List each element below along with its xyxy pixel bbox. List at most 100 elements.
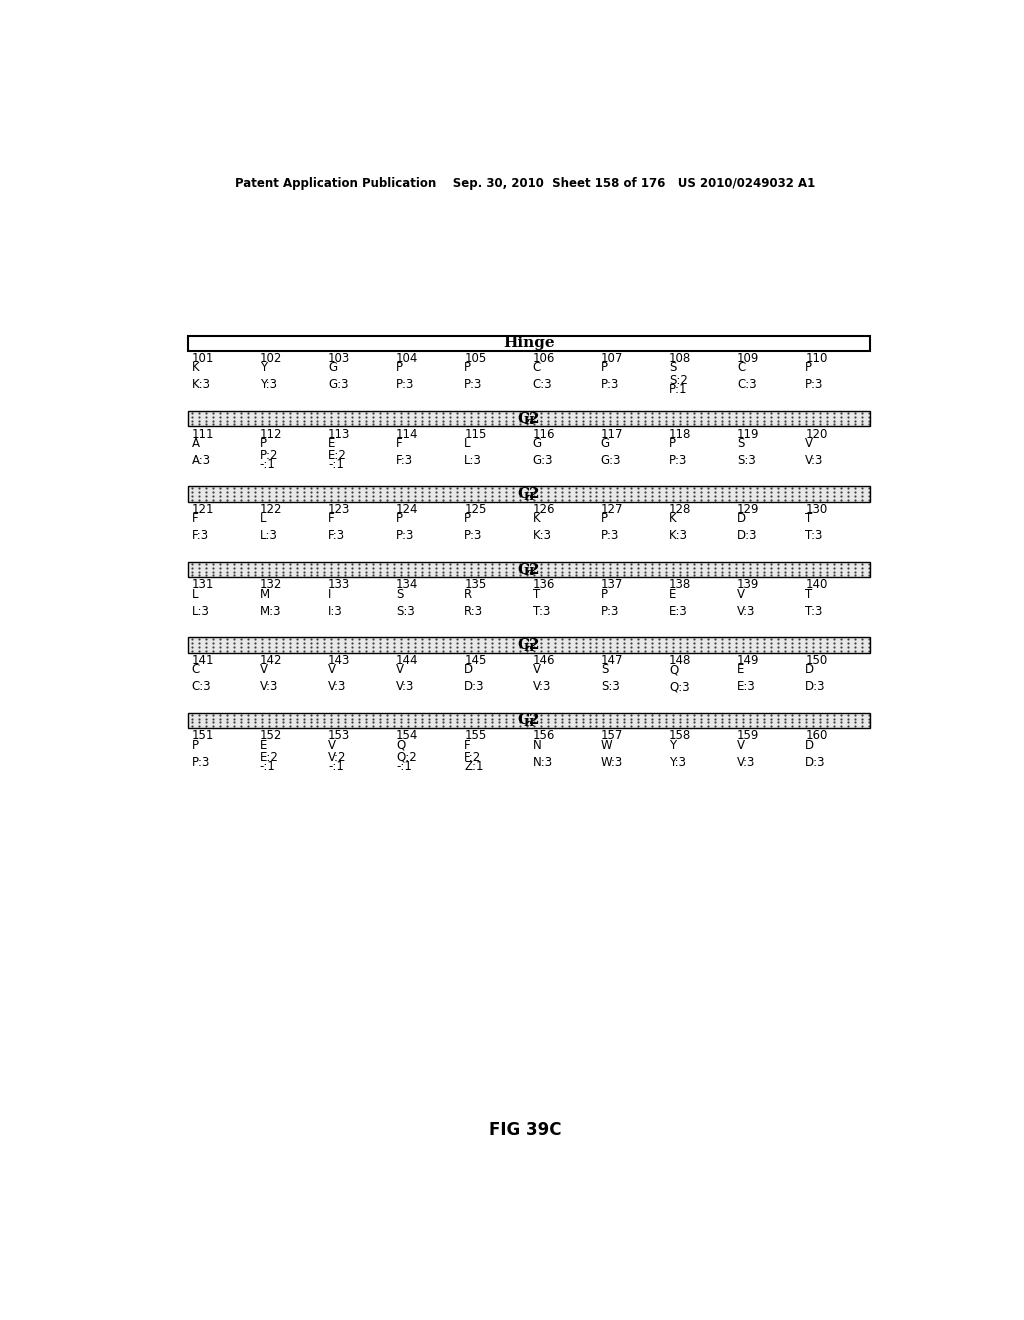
Text: C: C: [532, 362, 541, 375]
Text: 2: 2: [528, 487, 540, 502]
Text: P:3: P:3: [396, 529, 415, 543]
Bar: [188, 562, 870, 577]
Text: C: C: [737, 362, 745, 375]
Text: Patent Application Publication    Sep. 30, 2010  Sheet 158 of 176   US 2010/0249: Patent Application Publication Sep. 30, …: [234, 177, 815, 190]
Text: P:3: P:3: [601, 529, 620, 543]
Text: -:1: -:1: [328, 458, 344, 471]
Text: P: P: [191, 739, 199, 751]
Text: K:3: K:3: [532, 529, 552, 543]
Text: 157: 157: [601, 730, 624, 742]
Text: E:3: E:3: [669, 605, 688, 618]
Text: E: E: [669, 587, 676, 601]
Text: 127: 127: [601, 503, 624, 516]
Text: L:3: L:3: [260, 529, 278, 543]
Text: E: E: [260, 739, 267, 751]
Text: N: N: [532, 739, 542, 751]
Text: 2: 2: [528, 412, 540, 425]
Bar: [188, 335, 870, 351]
Text: I: I: [328, 587, 332, 601]
Text: G: G: [601, 437, 610, 450]
Text: C: C: [191, 663, 200, 676]
Bar: [188, 638, 870, 653]
Text: V:3: V:3: [396, 680, 415, 693]
Text: P: P: [396, 512, 403, 525]
Text: 125: 125: [464, 503, 486, 516]
Text: V:3: V:3: [805, 454, 823, 467]
Text: D: D: [805, 739, 814, 751]
Text: S: S: [396, 587, 403, 601]
Text: 152: 152: [260, 730, 283, 742]
Text: 130: 130: [805, 503, 827, 516]
Text: P:3: P:3: [601, 379, 620, 391]
Text: 141: 141: [191, 653, 214, 667]
Text: K: K: [532, 512, 541, 525]
Text: Q: Q: [669, 663, 678, 676]
Text: V:3: V:3: [328, 680, 346, 693]
Text: 158: 158: [669, 730, 691, 742]
Text: E: E: [737, 663, 744, 676]
Text: 123: 123: [328, 503, 350, 516]
Text: 156: 156: [532, 730, 555, 742]
Text: 151: 151: [191, 730, 214, 742]
Text: 137: 137: [601, 578, 624, 591]
Text: T:3: T:3: [805, 605, 822, 618]
Text: C: C: [517, 714, 529, 727]
Text: S:3: S:3: [601, 680, 620, 693]
Text: K: K: [191, 362, 200, 375]
Text: E:2: E:2: [328, 449, 347, 462]
Text: L:3: L:3: [464, 454, 482, 467]
Text: M:3: M:3: [260, 605, 282, 618]
Text: 114: 114: [396, 428, 419, 441]
Text: I:3: I:3: [328, 605, 343, 618]
Text: P:3: P:3: [464, 379, 482, 391]
Text: 101: 101: [191, 352, 214, 366]
Text: 159: 159: [737, 730, 760, 742]
Text: 110: 110: [805, 352, 827, 366]
Text: FIG 39C: FIG 39C: [488, 1121, 561, 1139]
Text: C:3: C:3: [191, 680, 211, 693]
Text: P:3: P:3: [464, 529, 482, 543]
Text: 154: 154: [396, 730, 419, 742]
Text: 148: 148: [669, 653, 691, 667]
Text: T: T: [532, 587, 540, 601]
Text: D:3: D:3: [737, 529, 758, 543]
Text: 142: 142: [260, 653, 283, 667]
Text: Y:3: Y:3: [260, 379, 276, 391]
Text: L: L: [191, 587, 198, 601]
Text: P:3: P:3: [601, 605, 620, 618]
Text: L:3: L:3: [191, 605, 210, 618]
Text: C: C: [517, 412, 529, 425]
Text: V: V: [737, 587, 745, 601]
Text: K: K: [669, 512, 677, 525]
Text: V:3: V:3: [532, 680, 551, 693]
Text: 117: 117: [601, 428, 624, 441]
Text: H: H: [523, 717, 534, 729]
Text: 128: 128: [669, 503, 691, 516]
Text: 2: 2: [528, 638, 540, 652]
Text: G:3: G:3: [532, 454, 553, 467]
Text: P: P: [601, 362, 608, 375]
Text: V: V: [328, 739, 336, 751]
Text: 140: 140: [805, 578, 827, 591]
Text: A: A: [191, 437, 200, 450]
Text: V: V: [328, 663, 336, 676]
Text: 112: 112: [260, 428, 283, 441]
Text: K:3: K:3: [191, 379, 211, 391]
Text: D:3: D:3: [805, 680, 825, 693]
Text: S: S: [601, 663, 608, 676]
Text: Y: Y: [669, 739, 676, 751]
Text: T: T: [805, 587, 813, 601]
Text: 103: 103: [328, 352, 350, 366]
Text: S:3: S:3: [396, 605, 415, 618]
Text: Q:3: Q:3: [669, 680, 689, 693]
Text: P: P: [464, 362, 471, 375]
Text: P: P: [601, 587, 608, 601]
Text: P:3: P:3: [805, 379, 823, 391]
Text: V: V: [532, 663, 541, 676]
Text: 121: 121: [191, 503, 214, 516]
Text: V: V: [737, 739, 745, 751]
Text: V:3: V:3: [737, 755, 756, 768]
Text: C: C: [517, 562, 529, 577]
Text: S: S: [669, 362, 676, 375]
Text: N:3: N:3: [532, 755, 553, 768]
